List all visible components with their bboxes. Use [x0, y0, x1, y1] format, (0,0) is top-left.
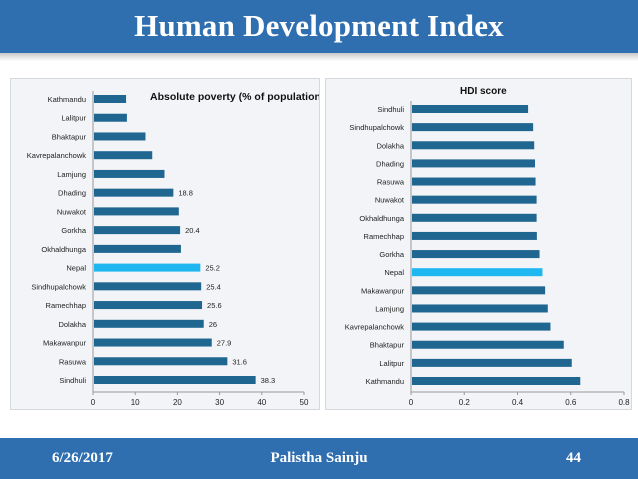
- x-tick-label: 0: [409, 398, 414, 407]
- x-tick-label: 0.8: [618, 398, 630, 407]
- category-label: Nepal: [66, 264, 86, 273]
- bar: [94, 226, 181, 235]
- category-label: Gorkha: [61, 226, 86, 235]
- category-label: Nepal: [384, 268, 404, 277]
- category-label: Lamjung: [57, 170, 86, 179]
- chart-title: HDI score: [460, 86, 507, 97]
- category-label: Gorkha: [379, 250, 404, 259]
- data-label: 20.4: [185, 226, 200, 235]
- x-tick-label: 0.2: [459, 398, 471, 407]
- category-label: Ramechhap: [364, 232, 404, 241]
- category-label: Dolakha: [58, 320, 86, 329]
- poverty-chart: Absolute poverty (% of population) Kathm…: [27, 91, 324, 407]
- category-label: Dhading: [58, 189, 86, 198]
- category-label: Okhaldhunga: [359, 214, 404, 223]
- bar: [94, 95, 127, 103]
- category-label: Lalitpur: [61, 114, 86, 123]
- bar: [94, 338, 212, 347]
- bar: [94, 244, 181, 253]
- bar: [412, 213, 537, 222]
- category-label: Sindhupalchowk: [31, 282, 86, 291]
- data-label: 18.8: [178, 189, 193, 198]
- hdi-chart: HDI score Sindhuli Sindhupalchowk Dolakha D…: [345, 86, 630, 407]
- bar: [412, 358, 572, 367]
- bar: [94, 169, 165, 178]
- x-tick-label: 40: [257, 398, 266, 407]
- category-label: Makawanpur: [361, 286, 404, 295]
- x-tick-label: 30: [215, 398, 224, 407]
- bar: [94, 301, 203, 310]
- bar: [412, 268, 543, 277]
- bar: [94, 113, 127, 122]
- category-label: Okhaldhunga: [41, 245, 86, 254]
- data-label: 25.2: [205, 264, 220, 273]
- category-label: Dolakha: [376, 141, 404, 150]
- page-number: 44: [566, 450, 581, 466]
- x-tick-label: 0.4: [512, 398, 524, 407]
- category-label: Rasuwa: [377, 178, 405, 187]
- x-tick-label: 0: [91, 398, 96, 407]
- x-tick-label: 10: [131, 398, 140, 407]
- bar: [94, 151, 153, 160]
- bar: [412, 304, 548, 313]
- data-label: 26: [209, 320, 217, 329]
- bar: [94, 319, 204, 328]
- category-label: Kathmandu: [48, 95, 86, 104]
- footer-author: Palistha Sainju: [270, 450, 368, 466]
- bar: [412, 340, 564, 349]
- bar: [412, 195, 537, 204]
- category-label: Kavrepalanchowk: [27, 151, 86, 160]
- bar: [94, 357, 228, 366]
- bar: [412, 250, 540, 259]
- bar: [412, 286, 546, 295]
- chart-title: Absolute poverty (% of population): [150, 91, 319, 103]
- bar: [412, 322, 551, 331]
- data-label: 38.3: [261, 376, 276, 385]
- category-label: Sindhupalchowk: [349, 123, 404, 132]
- category-label: Makawanpur: [43, 339, 86, 348]
- category-label: Nuwakot: [375, 196, 405, 205]
- category-label: Lalitpur: [379, 359, 404, 368]
- x-tick-label: 0.6: [565, 398, 577, 407]
- category-label: Dhading: [376, 159, 404, 168]
- bar: [94, 263, 201, 272]
- bar: [412, 141, 535, 150]
- bar: [412, 123, 534, 132]
- data-label: 25.6: [207, 301, 222, 310]
- category-label: Kathmandu: [366, 377, 404, 386]
- category-label: Bhaktapur: [52, 132, 87, 141]
- bar: [94, 132, 146, 141]
- bar: [412, 231, 537, 240]
- bar: [94, 207, 179, 216]
- category-label: Sindhuli: [377, 105, 404, 114]
- poverty-chart-panel: Absolute poverty (% of population) Kathm…: [10, 78, 324, 410]
- footer-date: 6/26/2017: [52, 450, 113, 466]
- data-label: 25.4: [206, 282, 221, 291]
- category-label: Nuwakot: [57, 207, 87, 216]
- slide-title: Human Development Index: [134, 8, 504, 43]
- bar: [412, 177, 536, 186]
- footer-bar: [0, 438, 638, 479]
- bar: [94, 282, 202, 291]
- x-tick-label: 20: [173, 398, 182, 407]
- bar: [412, 105, 529, 113]
- data-label: 31.6: [232, 357, 247, 366]
- bar: [412, 377, 581, 385]
- category-label: Bhaktapur: [370, 341, 405, 350]
- x-tick-label: 50: [300, 398, 309, 407]
- category-label: Kavrepalanchowk: [345, 323, 404, 332]
- bar: [412, 159, 536, 168]
- hdi-chart-panel: HDI score Sindhuli Sindhupalchowk Dolakha D…: [325, 78, 632, 410]
- category-label: Ramechhap: [46, 301, 86, 310]
- title-shadow: [0, 53, 638, 61]
- data-label: 27.9: [217, 339, 232, 348]
- category-label: Lamjung: [375, 304, 404, 313]
- bar: [94, 376, 256, 384]
- category-label: Sindhuli: [59, 376, 86, 385]
- bar: [94, 188, 174, 197]
- category-label: Rasuwa: [59, 357, 87, 366]
